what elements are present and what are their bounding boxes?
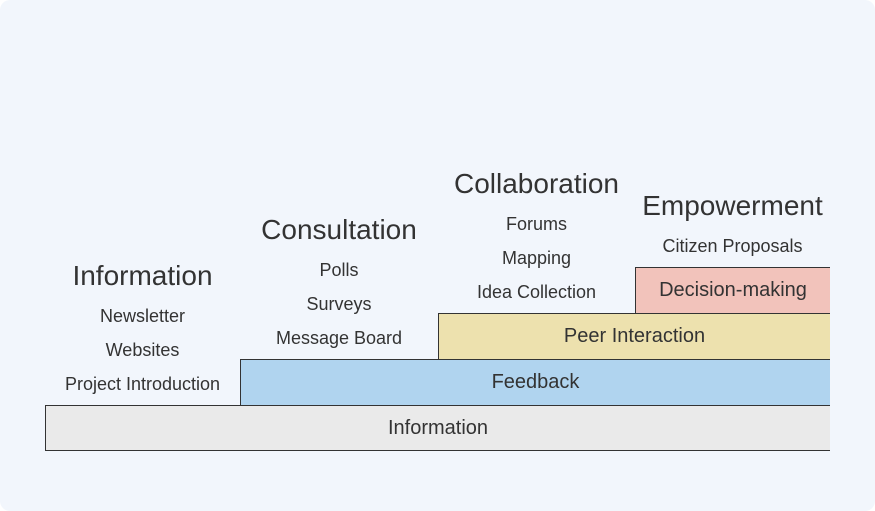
step-information: Information (45, 405, 830, 451)
diagram-canvas: Information Feedback Peer Interaction De… (0, 0, 875, 511)
item-project-introduction: Project Introduction (0, 374, 293, 395)
heading-empowerment: Empowerment (553, 190, 875, 222)
item-message-board: Message Board (189, 328, 489, 349)
item-idea-collection: Idea Collection (387, 282, 687, 303)
baseline-rule (45, 450, 830, 452)
step-label-information: Information (388, 417, 488, 440)
item-citizen-proposals: Citizen Proposals (583, 236, 875, 257)
step-feedback: Feedback (240, 359, 830, 405)
step-label-peer-interaction: Peer Interaction (564, 325, 705, 348)
step-peer-interaction: Peer Interaction (438, 313, 830, 359)
step-label-feedback: Feedback (492, 371, 580, 394)
